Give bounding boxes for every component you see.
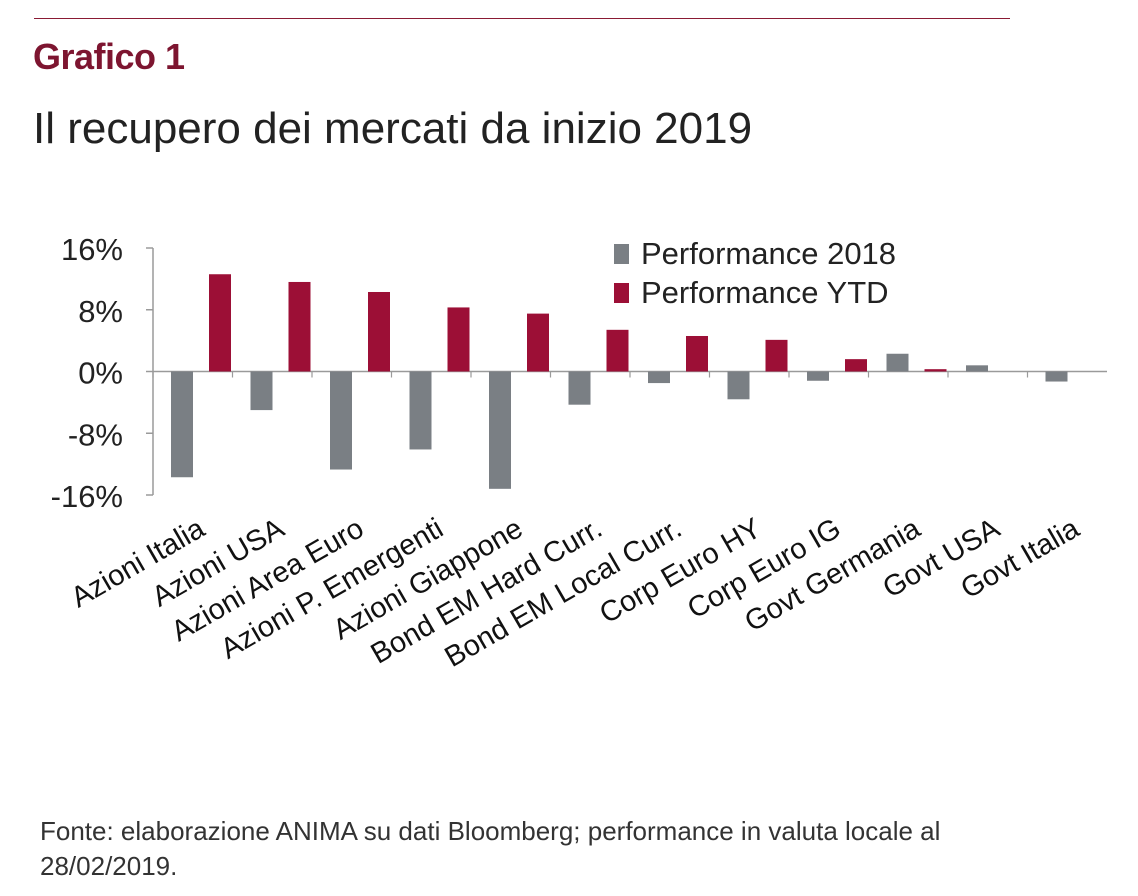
bar-performance-2018	[409, 371, 432, 450]
bar-performance-2018	[727, 371, 750, 400]
bar-performance-2018	[568, 371, 591, 405]
bar-performance-2018	[966, 365, 988, 372]
bar-performance-2018	[1045, 371, 1068, 382]
y-tick-label: -8%	[68, 417, 123, 452]
bar-performance-2018	[171, 371, 193, 478]
bar-performance-2018	[807, 371, 829, 381]
bar-performance-ytd	[447, 307, 470, 372]
y-tick-label: 8%	[78, 294, 123, 329]
legend-label: Performance YTD	[641, 275, 889, 310]
bar-performance-ytd	[209, 274, 231, 372]
bar-performance-ytd	[527, 313, 549, 372]
bar-performance-2018	[648, 371, 670, 384]
legend: Performance 2018 Performance YTD	[614, 236, 896, 310]
legend-swatch	[614, 244, 629, 264]
figure-number: Grafico 1	[33, 36, 185, 77]
chart-title: Il recupero dei mercati da inizio 2019	[33, 104, 753, 153]
legend-label: Performance 2018	[641, 236, 896, 271]
bar-performance-ytd	[686, 335, 708, 372]
bar-performance-2018	[489, 371, 511, 489]
bar-performance-ytd	[845, 359, 867, 372]
source-note: Fonte: elaborazione ANIMA su dati Bloomb…	[40, 816, 941, 881]
y-tick-label: 0%	[78, 356, 123, 391]
bar-performance-ytd	[606, 329, 629, 372]
bar-performance-2018	[250, 371, 273, 411]
bar-performance-2018	[330, 371, 352, 470]
bar-performance-ytd	[368, 291, 390, 372]
y-tick-label: 16%	[61, 232, 123, 267]
header-rule	[34, 18, 1010, 19]
bar-performance-ytd	[288, 281, 311, 372]
chart-bars	[171, 274, 1068, 489]
bar-performance-ytd	[924, 369, 947, 372]
legend-swatch	[614, 283, 629, 303]
bar-performance-2018	[886, 353, 909, 372]
y-tick-label: -16%	[51, 479, 123, 514]
bar-performance-ytd	[765, 339, 788, 372]
chart-axes: 16% 8% 0% -8% -16%	[51, 232, 1107, 514]
